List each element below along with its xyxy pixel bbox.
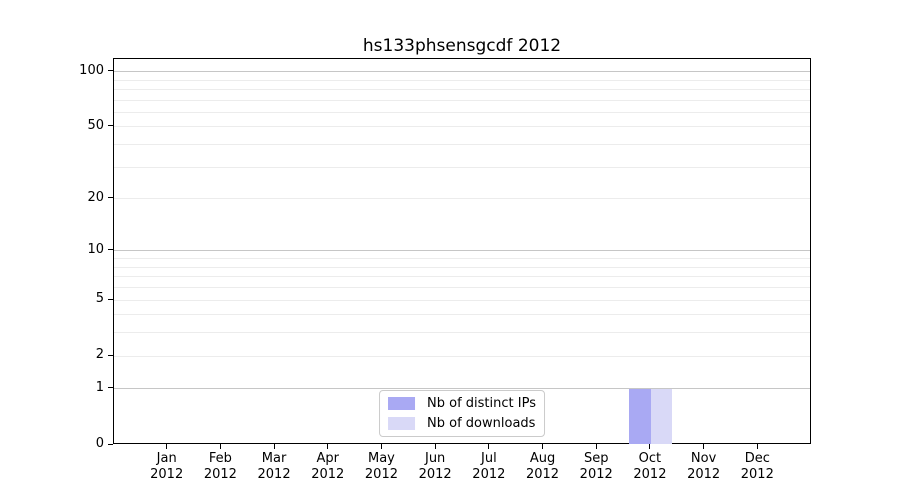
gridline-minor <box>114 166 810 168</box>
gridline-minor <box>114 299 810 301</box>
y-tick-label: 20 <box>87 189 104 205</box>
gridline-minor <box>114 198 810 200</box>
gridline-major <box>114 388 810 390</box>
x-tick-label-month: Jul <box>481 451 497 466</box>
x-tick-label: May 2012 <box>349 451 413 483</box>
x-tick-mark <box>649 444 651 449</box>
gridline-minor <box>114 276 810 278</box>
y-tick-label: 2 <box>95 347 104 363</box>
gridline-minor <box>114 144 810 146</box>
gridline-minor <box>114 266 810 268</box>
x-tick-label-month: Jun <box>424 451 446 466</box>
x-tick-mark <box>166 444 168 449</box>
x-tick-label: Mar 2012 <box>242 451 306 483</box>
x-tick-label-month: May <box>368 451 395 466</box>
x-tick-label-year: 2012 <box>525 467 560 482</box>
gridline-major <box>114 250 810 252</box>
gridline-minor <box>114 332 810 334</box>
x-tick-label: Dec 2012 <box>725 451 789 483</box>
x-tick-label-month: Dec <box>744 451 770 466</box>
x-tick-mark <box>219 444 221 449</box>
gridline-minor <box>114 126 810 128</box>
x-tick-label-month: Oct <box>638 451 662 466</box>
x-tick-label-month: Sep <box>583 451 609 466</box>
x-tick-mark <box>380 444 382 449</box>
y-tick-mark <box>108 249 113 251</box>
x-tick-label-month: Feb <box>208 451 232 466</box>
legend: Nb of distinct IPs Nb of downloads <box>379 390 545 437</box>
x-tick-label-year: 2012 <box>364 467 398 482</box>
y-tick-mark <box>108 125 113 127</box>
x-tick-label-year: 2012 <box>418 467 452 482</box>
gridline-minor <box>114 355 810 357</box>
x-tick-label-year: 2012 <box>311 467 345 482</box>
legend-item-downloads: Nb of downloads <box>388 416 536 431</box>
x-tick-label-year: 2012 <box>687 467 721 482</box>
x-tick-mark <box>542 444 544 449</box>
x-tick-label: Aug 2012 <box>511 451 575 483</box>
legend-swatch-distinct-ips-icon <box>388 397 416 410</box>
y-tick-label: 100 <box>79 62 104 78</box>
x-tick-mark <box>595 444 597 449</box>
x-tick-label: Apr 2012 <box>296 451 360 483</box>
x-tick-mark <box>703 444 705 449</box>
y-tick-mark <box>108 354 113 356</box>
legend-item-distinct-ips: Nb of distinct IPs <box>388 396 536 411</box>
bar-distinct-ips <box>629 388 651 444</box>
gridline-minor <box>114 88 810 90</box>
x-tick-label: Feb 2012 <box>188 451 252 483</box>
x-tick-label-month: Nov <box>690 451 717 466</box>
x-tick-label-year: 2012 <box>633 467 667 482</box>
bar-downloads <box>650 388 673 444</box>
x-tick-label: Sep 2012 <box>564 451 628 483</box>
y-tick-label: 5 <box>95 291 104 307</box>
x-tick-mark <box>756 444 758 449</box>
x-tick-label-year: 2012 <box>472 467 506 482</box>
x-tick-label-month: Aug <box>529 451 556 466</box>
legend-label-downloads: Nb of downloads <box>427 416 536 431</box>
x-tick-label: Nov 2012 <box>672 451 736 483</box>
x-tick-label-year: 2012 <box>257 467 291 482</box>
x-tick-label: Jul 2012 <box>457 451 521 483</box>
gridline-minor <box>114 79 810 81</box>
x-tick-label: Jun 2012 <box>403 451 467 483</box>
x-tick-label-year: 2012 <box>579 467 613 482</box>
x-tick-label-month: Jan <box>156 451 177 466</box>
gridline-minor <box>114 258 810 260</box>
y-tick-mark <box>108 387 113 389</box>
gridline-minor <box>114 99 810 101</box>
gridline-major <box>114 71 810 73</box>
y-tick-label: 0 <box>95 436 104 451</box>
gridline-minor <box>114 111 810 113</box>
y-tick-mark <box>108 197 113 199</box>
x-tick-label-year: 2012 <box>203 467 237 482</box>
x-tick-mark <box>434 444 436 449</box>
x-tick-label: Jan 2012 <box>135 451 199 483</box>
x-tick-label-month: Mar <box>261 451 287 466</box>
x-tick-label: Oct 2012 <box>618 451 682 483</box>
x-tick-mark <box>488 444 490 449</box>
y-tick-label: 1 <box>95 379 104 395</box>
gridline-minor <box>114 287 810 289</box>
legend-swatch-downloads-icon <box>388 417 416 430</box>
y-tick-label: 10 <box>87 241 104 257</box>
x-tick-mark <box>327 444 329 449</box>
gridline-minor <box>114 314 810 316</box>
y-tick-mark <box>108 70 113 72</box>
legend-label-distinct-ips: Nb of distinct IPs <box>427 396 536 411</box>
x-tick-label-month: Apr <box>316 451 340 466</box>
x-tick-label-year: 2012 <box>740 467 774 482</box>
plot-area: Nb of distinct IPs Nb of downloads <box>113 58 811 444</box>
y-tick-label: 50 <box>87 117 104 133</box>
chart-title: hs133phsensgcdf 2012 <box>362 36 562 56</box>
x-tick-label-year: 2012 <box>150 467 184 482</box>
y-tick-mark <box>108 298 113 300</box>
y-tick-mark <box>108 443 113 445</box>
x-tick-mark <box>273 444 275 449</box>
